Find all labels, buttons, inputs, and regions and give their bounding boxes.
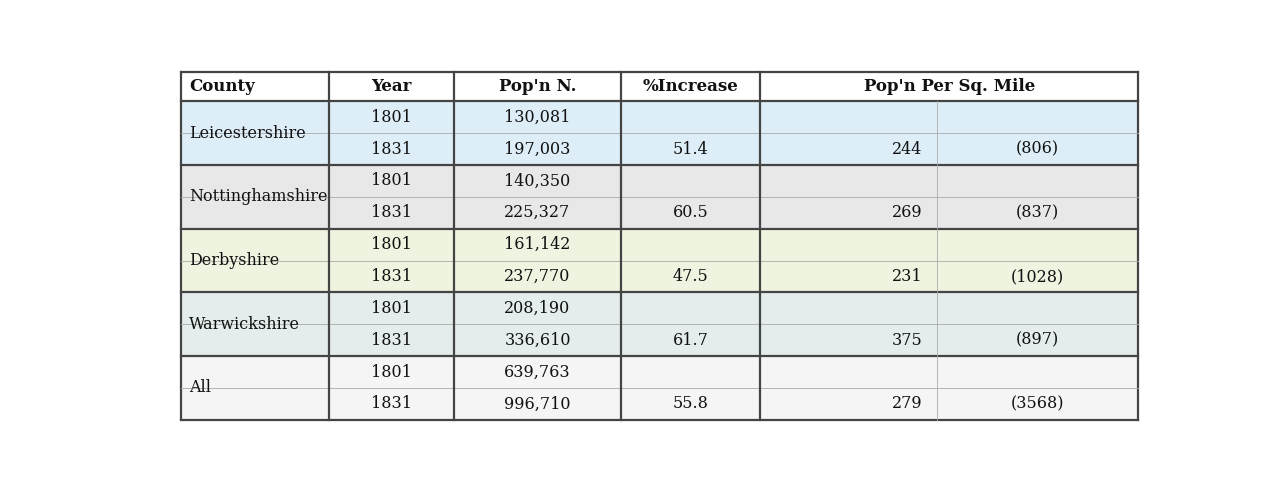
Text: All: All bbox=[189, 380, 211, 396]
Text: 231: 231 bbox=[892, 268, 923, 285]
Text: Pop'n Per Sq. Mile: Pop'n Per Sq. Mile bbox=[864, 78, 1035, 96]
Text: 197,003: 197,003 bbox=[505, 141, 570, 157]
Text: Warwickshire: Warwickshire bbox=[189, 316, 300, 333]
Text: 1801: 1801 bbox=[371, 172, 412, 190]
Text: 140,350: 140,350 bbox=[505, 172, 570, 190]
Text: Leicestershire: Leicestershire bbox=[189, 125, 305, 142]
Text: County: County bbox=[189, 78, 255, 96]
Bar bbox=[180, 72, 1138, 101]
Text: 55.8: 55.8 bbox=[673, 396, 709, 412]
Text: 1831: 1831 bbox=[371, 332, 412, 348]
Text: 60.5: 60.5 bbox=[673, 204, 709, 221]
Text: 1831: 1831 bbox=[371, 141, 412, 157]
Text: 1801: 1801 bbox=[371, 109, 412, 126]
Text: Nottinghamshire: Nottinghamshire bbox=[189, 188, 327, 205]
Text: 269: 269 bbox=[892, 204, 923, 221]
Text: (1028): (1028) bbox=[1012, 268, 1064, 285]
Text: 1801: 1801 bbox=[371, 363, 412, 381]
Bar bbox=[180, 388, 1138, 420]
Text: 47.5: 47.5 bbox=[673, 268, 709, 285]
Text: 279: 279 bbox=[892, 396, 923, 412]
Text: Year: Year bbox=[371, 78, 412, 96]
Text: 375: 375 bbox=[892, 332, 923, 348]
Bar bbox=[180, 261, 1138, 292]
Text: 208,190: 208,190 bbox=[505, 300, 570, 317]
Text: 130,081: 130,081 bbox=[505, 109, 570, 126]
Text: 1831: 1831 bbox=[371, 204, 412, 221]
Text: 336,610: 336,610 bbox=[505, 332, 570, 348]
Text: 51.4: 51.4 bbox=[673, 141, 709, 157]
Bar bbox=[180, 229, 1138, 261]
Text: (3568): (3568) bbox=[1012, 396, 1064, 412]
Bar bbox=[180, 133, 1138, 165]
Text: 639,763: 639,763 bbox=[505, 363, 571, 381]
Text: 237,770: 237,770 bbox=[505, 268, 570, 285]
Text: (897): (897) bbox=[1017, 332, 1059, 348]
Text: (806): (806) bbox=[1017, 141, 1059, 157]
Text: 1801: 1801 bbox=[371, 300, 412, 317]
Text: 996,710: 996,710 bbox=[505, 396, 570, 412]
Text: 161,142: 161,142 bbox=[505, 236, 570, 253]
Bar bbox=[180, 324, 1138, 356]
Bar bbox=[180, 356, 1138, 388]
Text: 225,327: 225,327 bbox=[505, 204, 570, 221]
Text: Derbyshire: Derbyshire bbox=[189, 252, 279, 269]
Text: 61.7: 61.7 bbox=[673, 332, 709, 348]
Text: 1831: 1831 bbox=[371, 268, 412, 285]
Text: 1831: 1831 bbox=[371, 396, 412, 412]
Text: %Increase: %Increase bbox=[642, 78, 739, 96]
Text: Pop'n N.: Pop'n N. bbox=[499, 78, 577, 96]
Bar bbox=[180, 197, 1138, 229]
Text: 1801: 1801 bbox=[371, 236, 412, 253]
Text: (837): (837) bbox=[1017, 204, 1059, 221]
Bar bbox=[180, 101, 1138, 133]
Text: 244: 244 bbox=[892, 141, 923, 157]
Bar bbox=[180, 165, 1138, 197]
Bar bbox=[180, 292, 1138, 324]
